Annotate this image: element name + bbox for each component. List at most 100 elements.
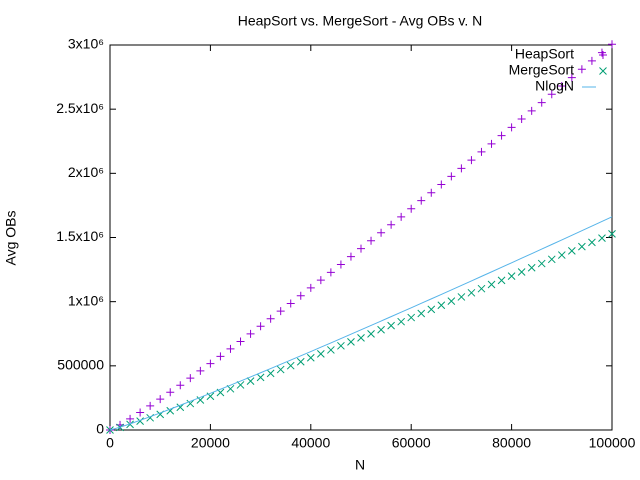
x-tick-label: 0 <box>106 435 114 451</box>
data-point <box>276 307 285 316</box>
data-point <box>507 123 516 132</box>
legend-swatch <box>599 67 607 75</box>
data-point <box>286 361 295 370</box>
data-point <box>276 365 285 374</box>
data-point <box>577 65 586 74</box>
data-point <box>266 314 275 323</box>
data-point <box>387 220 396 229</box>
data-point <box>608 230 616 238</box>
legend-label: NlogN <box>535 78 574 94</box>
data-point <box>547 90 556 99</box>
data-point <box>397 317 406 326</box>
data-point <box>296 291 305 300</box>
data-point <box>497 276 506 285</box>
data-point <box>407 313 416 322</box>
x-tick-label: 20000 <box>191 435 230 451</box>
data-point <box>357 334 365 342</box>
data-point <box>427 188 436 197</box>
data-point <box>377 228 386 237</box>
data-point <box>236 381 245 389</box>
data-point <box>136 408 145 417</box>
data-point <box>156 395 165 404</box>
data-point <box>306 283 315 292</box>
data-point <box>357 244 365 253</box>
data-point <box>457 293 466 301</box>
data-point <box>256 322 265 331</box>
data-point <box>417 196 426 205</box>
data-point <box>598 234 606 242</box>
x-tick-label: 40000 <box>291 435 330 451</box>
data-point <box>447 172 456 181</box>
data-point <box>306 353 315 362</box>
data-point <box>557 81 566 90</box>
data-point <box>437 180 446 189</box>
data-point <box>337 341 345 350</box>
data-line <box>109 216 613 431</box>
data-point <box>517 115 526 124</box>
data-point <box>327 346 335 354</box>
data-point <box>457 164 466 173</box>
data-point <box>216 352 225 361</box>
data-point <box>246 329 255 338</box>
y-tick-label: 1.5x10⁶ <box>56 228 104 244</box>
data-point <box>236 337 245 346</box>
data-point <box>588 238 596 247</box>
legend-label: HeapSort <box>515 46 574 62</box>
chart-title: HeapSort vs. MergeSort - Avg OBs v. N <box>238 13 483 29</box>
data-point <box>467 288 476 297</box>
data-point <box>266 369 275 378</box>
data-point <box>186 399 195 408</box>
data-point <box>367 330 375 338</box>
data-point <box>196 366 205 375</box>
data-point <box>547 255 556 264</box>
data-point <box>417 309 426 318</box>
data-point <box>477 147 486 156</box>
y-tick-label: 500000 <box>57 357 104 373</box>
data-point <box>537 98 546 107</box>
data-point <box>176 381 185 390</box>
data-point <box>136 417 144 425</box>
data-point <box>347 337 355 346</box>
data-point <box>567 73 576 82</box>
data-point <box>166 388 175 397</box>
data-point <box>206 359 215 368</box>
data-point <box>256 373 265 382</box>
data-point <box>377 325 385 334</box>
x-axis-label: N <box>355 457 365 473</box>
data-point <box>608 40 616 49</box>
data-point <box>427 305 436 314</box>
data-point <box>326 268 335 277</box>
data-point <box>316 350 325 358</box>
data-point <box>537 259 546 268</box>
data-point <box>296 357 305 366</box>
plot-frame <box>109 44 613 431</box>
y-tick-label: 2.5x10⁶ <box>56 100 104 116</box>
data-point <box>517 268 526 276</box>
data-point <box>397 212 406 221</box>
data-point <box>387 321 395 330</box>
y-tick-label: 0 <box>96 421 104 437</box>
data-point <box>447 297 456 306</box>
data-point <box>557 251 566 259</box>
data-point <box>587 56 596 65</box>
data-point <box>346 252 355 261</box>
data-point <box>467 156 476 165</box>
data-point <box>176 403 185 412</box>
data-point <box>507 272 516 280</box>
data-point <box>567 246 576 255</box>
data-point <box>497 131 506 140</box>
y-tick-label: 2x10⁶ <box>68 164 104 180</box>
x-tick-label: 60000 <box>392 435 431 451</box>
data-point <box>578 242 586 251</box>
data-point <box>226 344 235 353</box>
data-point <box>186 374 195 383</box>
data-point <box>487 139 496 148</box>
data-point <box>126 414 135 423</box>
legend-swatch <box>599 51 607 59</box>
legend-label: MergeSort <box>509 62 574 78</box>
data-point <box>367 236 376 245</box>
x-tick-label: 80000 <box>492 435 531 451</box>
data-point <box>527 106 536 115</box>
